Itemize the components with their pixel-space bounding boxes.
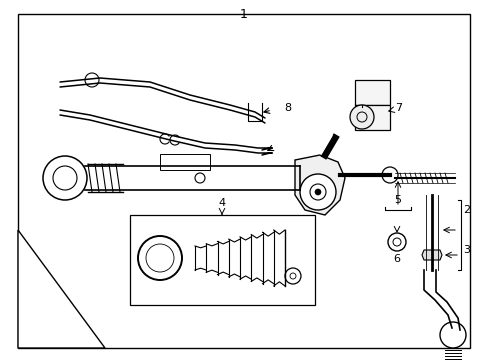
Circle shape [299,174,335,210]
Circle shape [349,105,373,129]
Circle shape [381,167,397,183]
Text: 4: 4 [218,198,225,208]
Circle shape [439,322,465,348]
Circle shape [43,156,87,200]
Text: 2: 2 [462,205,469,215]
Text: 8: 8 [284,103,290,113]
Text: 6: 6 [393,254,400,264]
Bar [130,215,314,305]
Circle shape [138,236,182,280]
Bar [160,154,209,170]
Circle shape [314,189,320,195]
Text: 7: 7 [394,103,401,113]
Bar [354,105,389,130]
Text: 3: 3 [462,245,469,255]
Text: 1: 1 [240,8,247,21]
Bar [354,80,389,105]
Polygon shape [18,230,105,348]
Polygon shape [294,155,345,215]
Polygon shape [421,250,441,260]
Text: 5: 5 [394,195,401,205]
